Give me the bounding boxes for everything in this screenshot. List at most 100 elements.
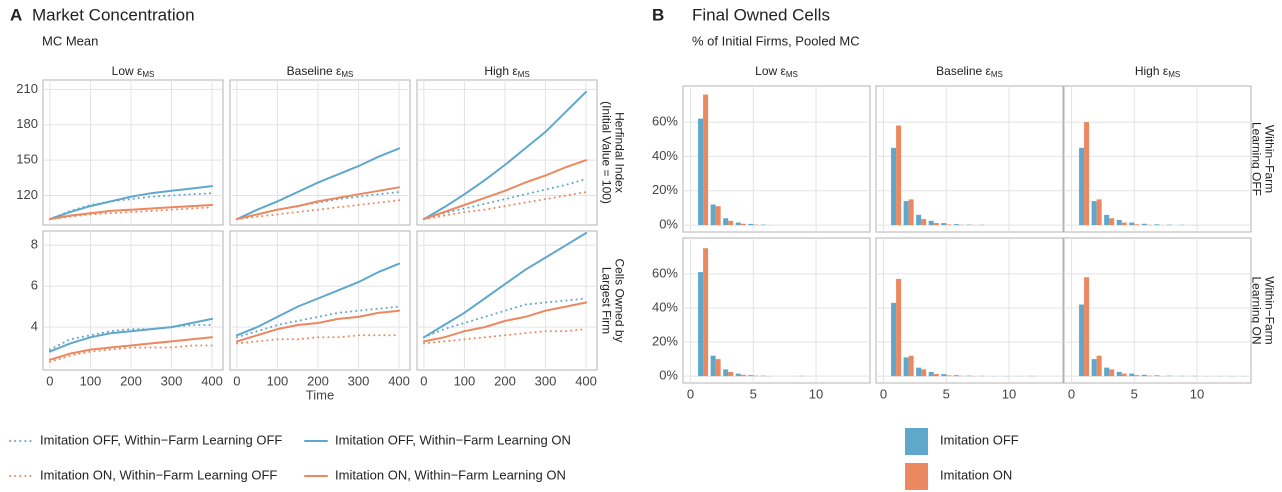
y-tick-label: 4	[31, 319, 38, 334]
facet-panel	[42, 79, 224, 226]
row-label: Learning ON	[1249, 276, 1263, 344]
series-line	[235, 262, 401, 337]
x-tick-label: 100	[454, 373, 476, 388]
legend-key	[905, 463, 928, 490]
bar	[703, 248, 709, 377]
legend-label: Imitation ON	[940, 467, 1012, 482]
bar	[908, 355, 914, 377]
panel-title: Market Concentration	[32, 5, 195, 24]
bar	[933, 373, 939, 377]
x-tick-label: 0	[687, 386, 694, 401]
bar	[1109, 369, 1115, 377]
bar	[1091, 359, 1097, 377]
series-line	[235, 186, 401, 221]
facet-panel	[1063, 237, 1252, 384]
y-tick-label: 0%	[659, 368, 678, 383]
bar	[723, 218, 729, 226]
x-tick-label: 10	[809, 386, 823, 401]
y-tick-label: 180	[16, 116, 38, 131]
series-line	[422, 301, 588, 343]
bar	[953, 224, 959, 226]
row-label: Within−Farm	[1262, 276, 1276, 344]
facet-label: Baseline εMS	[936, 64, 1003, 79]
bar	[1166, 224, 1172, 226]
bar	[753, 224, 759, 226]
series-line	[235, 199, 401, 221]
x-tick-label: 400	[388, 373, 410, 388]
bar	[928, 371, 934, 377]
row-label: Herfindal Index	[612, 112, 626, 193]
facet-label-subscript: MS	[341, 70, 353, 79]
row-label: Largest Firm	[599, 267, 613, 334]
bar	[703, 94, 709, 226]
bar	[1109, 218, 1115, 226]
x-tick-label: 10	[1190, 386, 1204, 401]
series-line	[48, 324, 214, 351]
bar	[728, 220, 734, 226]
x-tick-label: 400	[575, 373, 597, 388]
y-tick-label: 40%	[652, 299, 678, 314]
bar	[916, 214, 922, 226]
row-label: Within−Farm	[1262, 125, 1276, 193]
bar	[941, 374, 947, 377]
bar	[1096, 355, 1102, 377]
bar	[723, 369, 729, 377]
x-tick-label: 300	[161, 373, 183, 388]
x-tick-label: 100	[267, 373, 289, 388]
x-tick-label: 100	[80, 373, 102, 388]
bar	[946, 375, 952, 377]
bar	[753, 375, 759, 377]
facet-panel	[416, 230, 598, 371]
facet-label: High εMS	[484, 64, 529, 79]
bar	[715, 206, 721, 226]
bar	[1096, 199, 1102, 226]
bar	[1079, 304, 1085, 377]
bar	[1129, 373, 1135, 377]
facet-label: Low εMS	[112, 64, 155, 79]
bar	[946, 224, 952, 226]
bar	[735, 373, 741, 377]
panel-subtitle: % of Initial Firms, Pooled MC	[692, 33, 860, 48]
series-line	[235, 191, 401, 221]
x-tick-label: 0	[1068, 386, 1075, 401]
facet-label-text: Baseline ε	[287, 64, 342, 78]
bar	[1079, 147, 1085, 226]
series-line	[48, 192, 214, 221]
facet-label-text: Low ε	[755, 64, 786, 78]
x-tick-label: 300	[348, 373, 370, 388]
series-line	[235, 309, 401, 343]
panel-title: Final Owned Cells	[692, 5, 830, 24]
y-tick-label: 120	[16, 187, 38, 202]
bar	[953, 375, 959, 377]
series-line	[422, 232, 588, 339]
bar	[891, 302, 897, 377]
facet-label-subscript: MS	[518, 70, 530, 79]
series-line	[235, 334, 401, 345]
bar	[760, 224, 766, 226]
bar	[740, 374, 746, 377]
bar	[760, 375, 766, 377]
bar	[1141, 223, 1147, 226]
bar	[1116, 219, 1122, 226]
y-tick-label: 20%	[652, 333, 678, 348]
bar	[1104, 367, 1110, 377]
y-tick-label: 210	[16, 81, 38, 96]
x-tick-label: 0	[880, 386, 887, 401]
y-tick-label: 60%	[652, 114, 678, 129]
facet-label-text: Low ε	[112, 64, 143, 78]
x-tick-label: 300	[535, 373, 557, 388]
x-tick-label: 5	[1131, 386, 1138, 401]
facet-label: Baseline εMS	[287, 64, 354, 79]
bar	[740, 223, 746, 226]
bar	[728, 371, 734, 377]
x-tick-label: 200	[307, 373, 329, 388]
bar	[1121, 373, 1127, 377]
bar	[933, 223, 939, 226]
y-tick-label: 40%	[652, 148, 678, 163]
legend-label: Imitation OFF	[940, 432, 1019, 447]
bar	[748, 375, 754, 377]
bar	[941, 223, 947, 226]
y-tick-label: 8	[31, 237, 38, 252]
series-line	[48, 206, 214, 221]
facet-label-text: High ε	[484, 64, 518, 78]
